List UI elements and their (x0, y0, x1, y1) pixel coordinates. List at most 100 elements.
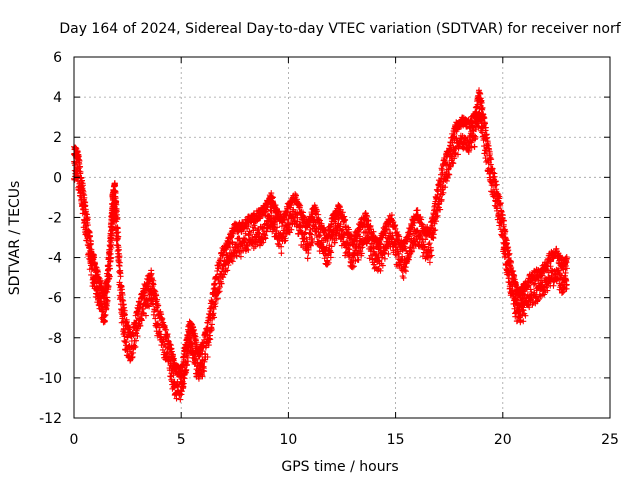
data-point (109, 227, 116, 234)
x-tick-label: 10 (279, 432, 297, 448)
data-point (307, 230, 314, 237)
data-point (498, 208, 505, 215)
y-axis-label: SDTVAR / TECUs (7, 181, 23, 296)
data-point (428, 252, 435, 259)
data-point (442, 158, 449, 165)
x-tick-label: 25 (601, 432, 619, 448)
data-point (426, 259, 433, 266)
data-point (409, 248, 416, 255)
data-point (281, 216, 288, 223)
data-point (337, 221, 344, 228)
data-point (309, 238, 316, 245)
data-point (350, 263, 357, 270)
data-point (414, 207, 421, 214)
data-point (402, 268, 409, 275)
data-point (236, 219, 243, 226)
data-point (328, 243, 335, 250)
data-point (112, 182, 119, 189)
data-point (278, 243, 285, 250)
data-point (548, 272, 555, 279)
data-point (385, 250, 392, 257)
data-point (547, 258, 554, 265)
data-point (354, 251, 361, 258)
data-point (345, 226, 352, 233)
data-point (434, 212, 441, 219)
data-point (520, 318, 527, 325)
data-point (484, 134, 491, 141)
data-point (132, 343, 139, 350)
data-point (507, 259, 514, 266)
data-point (212, 300, 219, 307)
data-point (108, 244, 115, 251)
data-point (229, 258, 236, 265)
axis-ticks: 0 5 10 15 20 25 -12 -10 -8 -6 -4 -2 0 2 4 6 (39, 50, 619, 448)
data-point (328, 249, 335, 256)
data-point (178, 388, 185, 395)
data-point (342, 216, 349, 223)
data-point (129, 353, 136, 360)
data-point (146, 303, 153, 310)
data-point (440, 189, 447, 196)
data-point (87, 238, 94, 245)
data-point (432, 227, 439, 234)
data-point (242, 236, 249, 243)
data-point (185, 358, 192, 365)
data-point (132, 337, 139, 344)
y-tick-label: 2 (53, 130, 62, 146)
data-point (119, 291, 126, 298)
data-point (91, 254, 98, 261)
data-point (320, 239, 327, 246)
data-point (502, 228, 509, 235)
data-point (138, 317, 145, 324)
data-point (89, 265, 96, 272)
data-point (191, 326, 198, 333)
data-point (173, 395, 180, 402)
x-tick-label: 0 (70, 432, 79, 448)
data-point (433, 213, 440, 220)
data-point (450, 160, 457, 167)
data-point (275, 208, 282, 215)
data-point (117, 273, 124, 280)
data-point (297, 202, 304, 209)
data-point (107, 265, 114, 272)
data-point (492, 178, 499, 185)
data-point (437, 206, 444, 213)
data-point (105, 262, 112, 269)
data-point (525, 282, 532, 289)
x-tick-label: 20 (494, 432, 512, 448)
data-point (207, 336, 214, 343)
data-point (396, 233, 403, 240)
data-point (325, 259, 332, 266)
data-point (288, 226, 295, 233)
data-point (370, 228, 377, 235)
data-point (296, 201, 303, 208)
data-point (544, 287, 551, 294)
data-point (152, 315, 159, 322)
data-point (107, 254, 114, 261)
data-point (220, 274, 227, 281)
data-point (438, 196, 445, 203)
plot-frame (73, 56, 611, 419)
data-point (327, 248, 334, 255)
y-tick-label: -10 (39, 371, 62, 387)
data-point (245, 246, 252, 253)
data-point (123, 339, 130, 346)
data-point (263, 228, 270, 235)
data-point (166, 341, 173, 348)
data-point (152, 288, 159, 295)
data-point (331, 239, 338, 246)
data-point (381, 255, 388, 262)
data-point (442, 184, 449, 191)
data-point (468, 144, 475, 151)
data-point (557, 253, 564, 260)
data-point (151, 287, 158, 294)
data-point (316, 217, 323, 224)
data-point (208, 321, 215, 328)
x-axis-label: GPS time / hours (281, 459, 398, 475)
data-point (116, 279, 123, 286)
data-point (533, 287, 540, 294)
data-point (522, 312, 529, 319)
data-point (421, 243, 428, 250)
data-point (115, 233, 122, 240)
